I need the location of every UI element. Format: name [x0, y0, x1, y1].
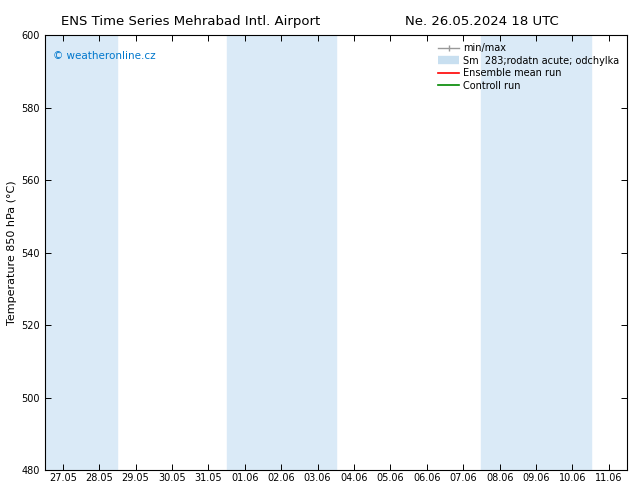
Text: Ne. 26.05.2024 18 UTC: Ne. 26.05.2024 18 UTC	[405, 15, 559, 28]
Bar	[481, 35, 591, 470]
Text: ENS Time Series Mehrabad Intl. Airport: ENS Time Series Mehrabad Intl. Airport	[61, 15, 320, 28]
Legend: min/max, Sm  283;rodatn acute; odchylka, Ensemble mean run, Controll run: min/max, Sm 283;rodatn acute; odchylka, …	[435, 40, 622, 94]
Bar	[226, 35, 336, 470]
Y-axis label: Temperature 850 hPa (°C): Temperature 850 hPa (°C)	[7, 180, 17, 325]
Text: © weatheronline.cz: © weatheronline.cz	[53, 50, 156, 61]
Bar	[44, 35, 117, 470]
